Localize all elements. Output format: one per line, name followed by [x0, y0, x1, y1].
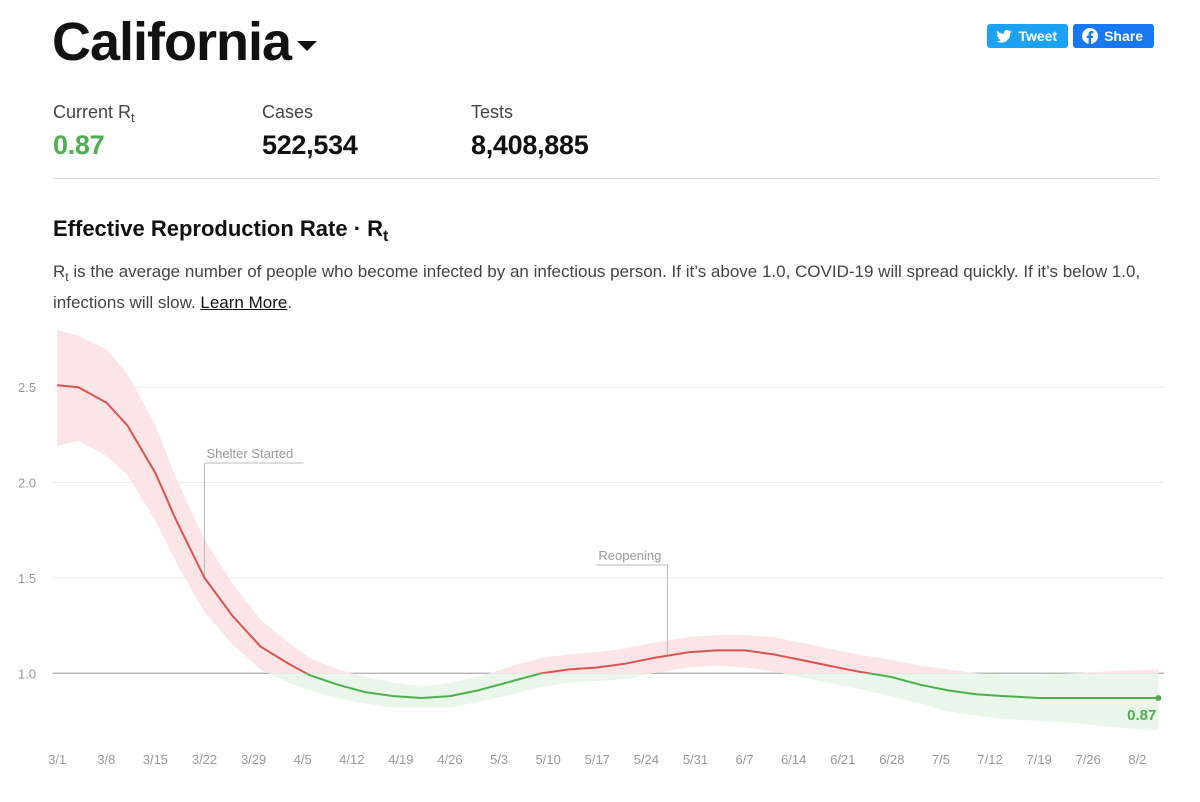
stat-cases: Cases 522,534	[262, 101, 471, 161]
x-tick-label: 7/26	[1076, 752, 1101, 767]
stat-label-cases: Cases	[262, 102, 314, 122]
stat-label-tests: Tests	[471, 102, 514, 122]
section-title: Effective Reproduction Rate · Rt	[53, 216, 389, 245]
stat-label-rt: Current Rt	[53, 101, 262, 125]
y-tick-label: 2.0	[18, 476, 36, 491]
x-tick-label: 5/31	[683, 752, 708, 767]
x-tick-label: 8/2	[1128, 752, 1146, 767]
rt-line-above	[57, 384, 875, 674]
share-bar: Tweet Share	[987, 24, 1154, 48]
rt-end-label: 0.87	[1127, 707, 1156, 724]
desc-lead: R	[53, 262, 66, 281]
x-tick-label: 6/14	[781, 752, 806, 767]
x-tick-label: 3/1	[48, 752, 66, 767]
share-label: Share	[1104, 28, 1143, 44]
desc-body: is the average number of people who beco…	[53, 262, 1141, 312]
stats-row: Current Rt 0.87 Cases 522,534 Tests 8,40…	[53, 101, 589, 161]
section-title-subscript: t	[383, 228, 389, 245]
x-tick-label: 7/12	[977, 752, 1002, 767]
rt-label-subscript: t	[131, 110, 135, 125]
x-tick-label: 3/22	[192, 752, 217, 767]
tweet-button[interactable]: Tweet	[987, 24, 1069, 48]
x-tick-label: 4/19	[388, 752, 413, 767]
desc-subscript: t	[65, 270, 69, 284]
stat-value-rt: 0.87	[53, 130, 105, 160]
x-tick-label: 5/3	[490, 752, 508, 767]
x-tick-label: 6/7	[736, 752, 754, 767]
title-row: California	[52, 10, 318, 74]
state-dropdown-caret-icon[interactable]	[297, 41, 318, 51]
section-description: Rt is the average number of people who b…	[53, 256, 1163, 318]
twitter-bird-icon	[996, 29, 1013, 43]
divider	[53, 178, 1158, 179]
stat-tests: Tests 8,408,885	[471, 101, 589, 161]
confidence-band-above	[57, 330, 1159, 674]
facebook-share-button[interactable]: Share	[1073, 24, 1154, 48]
annotation-label: Reopening	[598, 548, 661, 563]
state-title: California	[52, 12, 292, 72]
facebook-icon	[1082, 28, 1099, 44]
x-tick-label: 6/21	[830, 752, 855, 767]
rt-end-point[interactable]	[1155, 695, 1162, 702]
desc-end: .	[287, 293, 293, 312]
x-tick-label: 3/15	[143, 752, 168, 767]
annotation-label: Shelter Started	[207, 446, 294, 461]
x-tick-label: 3/8	[97, 752, 115, 767]
x-tick-label: 4/12	[339, 752, 364, 767]
stat-current-rt: Current Rt 0.87	[53, 101, 262, 161]
x-tick-label: 7/19	[1026, 752, 1051, 767]
x-tick-label: 5/17	[585, 752, 610, 767]
x-tick-label: 6/28	[879, 752, 904, 767]
rt-line-below	[304, 673, 1159, 700]
rt-label-text: Current R	[53, 102, 132, 122]
stat-value-tests: 8,408,885	[471, 130, 589, 160]
section-title-text: Effective Reproduction Rate · R	[53, 216, 384, 241]
rt-chart[interactable]: 2.5 2.0 1.5 1.0 Shelter Started Reopening 0.87…	[0, 320, 1200, 790]
x-tick-label: 3/29	[241, 752, 266, 767]
learn-more-link[interactable]: Learn More	[200, 293, 288, 312]
x-tick-label: 5/24	[634, 752, 659, 767]
y-tick-label: 2.5	[18, 380, 36, 395]
y-tick-label: 1.0	[18, 666, 36, 681]
x-tick-label: 5/10	[536, 752, 561, 767]
tweet-label: Tweet	[1018, 28, 1058, 44]
x-tick-label: 4/26	[437, 752, 462, 767]
x-tick-label: 4/5	[294, 752, 312, 767]
x-tick-label: 7/5	[932, 752, 950, 767]
stat-value-cases: 522,534	[262, 130, 358, 160]
y-tick-label: 1.5	[18, 571, 36, 586]
